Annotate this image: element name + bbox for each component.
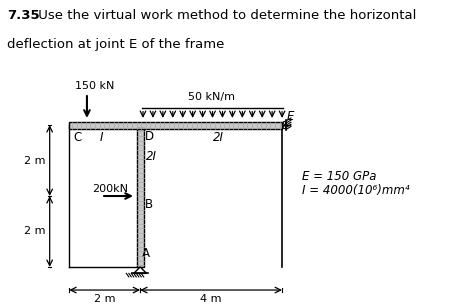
- Text: C: C: [73, 132, 82, 144]
- Text: Use the virtual work method to determine the horizontal: Use the virtual work method to determine…: [34, 9, 416, 22]
- Text: 2 m: 2 m: [24, 226, 46, 237]
- Polygon shape: [69, 121, 282, 129]
- Text: I: I: [99, 131, 103, 144]
- Polygon shape: [136, 125, 144, 267]
- Text: 4 m: 4 m: [200, 294, 222, 304]
- Text: E: E: [286, 110, 294, 123]
- Text: 2I: 2I: [212, 131, 224, 144]
- Text: 150 kN: 150 kN: [75, 81, 114, 91]
- Text: I = 4000(10⁶)mm⁴: I = 4000(10⁶)mm⁴: [302, 184, 409, 197]
- Text: E = 150 GPa: E = 150 GPa: [302, 170, 376, 183]
- Text: A: A: [142, 247, 150, 260]
- Text: B: B: [145, 198, 153, 211]
- Polygon shape: [134, 267, 147, 273]
- Text: D: D: [145, 130, 154, 144]
- Text: 2I: 2I: [146, 151, 157, 163]
- Text: 2 m: 2 m: [24, 155, 46, 166]
- Text: 200kN: 200kN: [92, 184, 128, 194]
- Text: 2 m: 2 m: [94, 294, 116, 304]
- Text: 7.35: 7.35: [7, 9, 40, 22]
- Text: deflection at joint E of the frame: deflection at joint E of the frame: [7, 38, 224, 51]
- Text: 50 kN/m: 50 kN/m: [187, 92, 235, 102]
